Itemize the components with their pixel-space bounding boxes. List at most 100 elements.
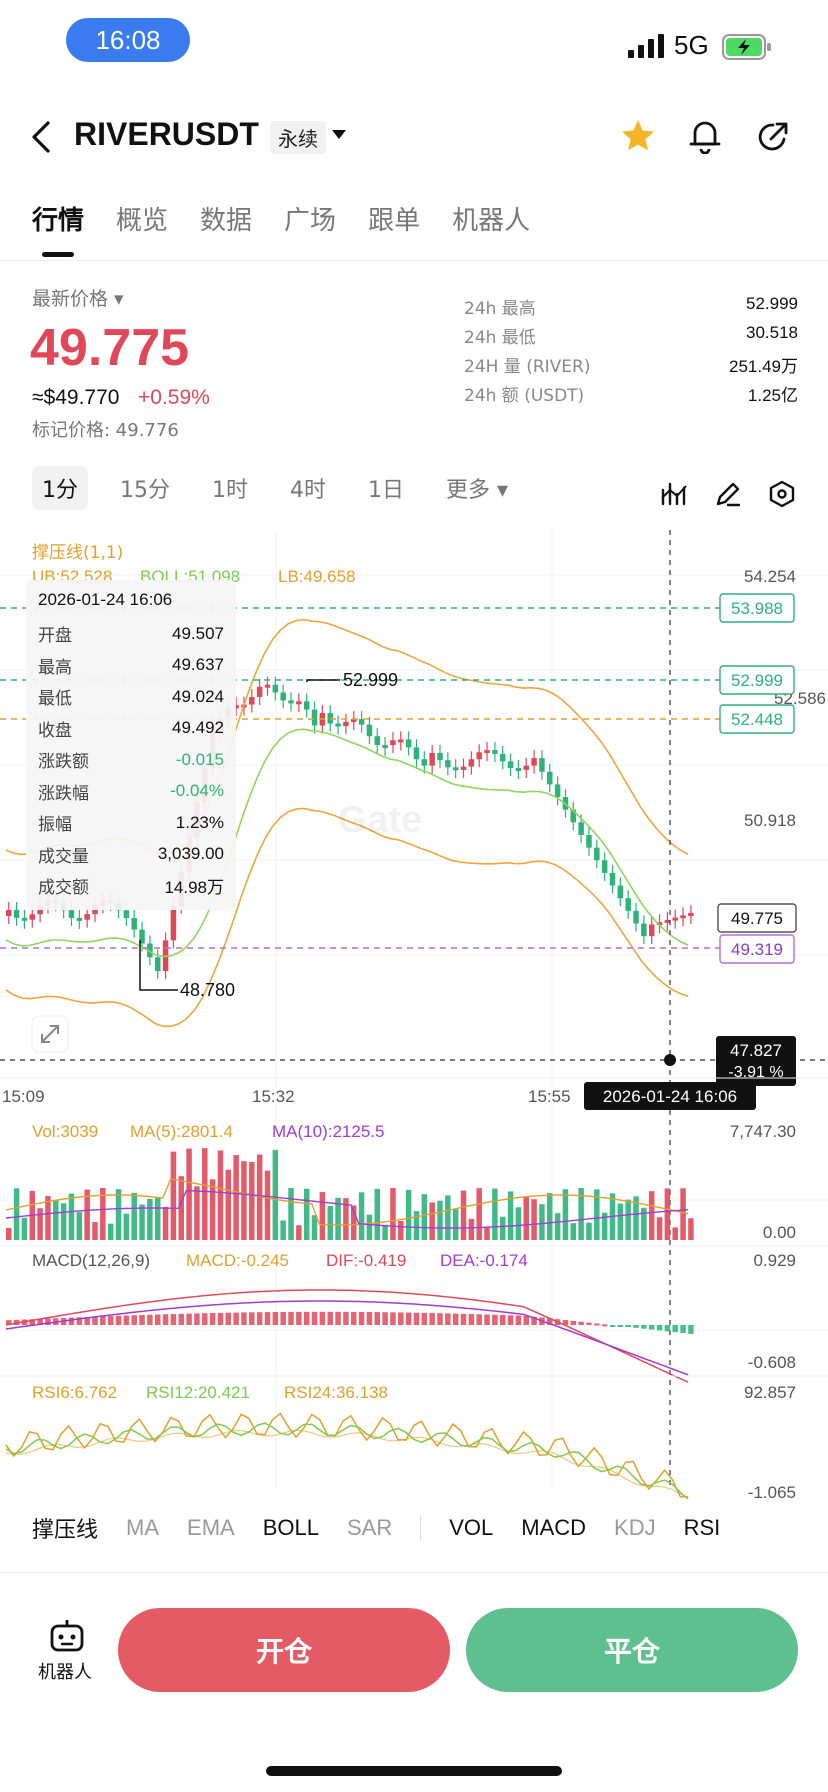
candle-body — [507, 761, 514, 769]
close-position-button[interactable]: 平仓 — [466, 1608, 798, 1692]
boll-mid-line — [5, 728, 689, 958]
favorite-star-icon[interactable] — [620, 118, 656, 154]
macd-value: MACD:-0.245 — [186, 1251, 289, 1270]
volume-bar — [562, 1189, 569, 1240]
interval-15m[interactable]: 15分 — [120, 478, 170, 503]
indicator-bar: 撑压线 MA EMA BOLL SAR VOL MACD KDJ RSI — [0, 1512, 828, 1544]
volume-bar — [178, 1176, 184, 1240]
candle-body — [382, 744, 388, 748]
symbol-title[interactable]: RIVERUSDT — [74, 116, 259, 152]
volume-bar — [374, 1188, 381, 1240]
macd-histogram-bar — [139, 1314, 145, 1325]
macd-histogram-bar — [154, 1314, 161, 1325]
candle-body — [688, 913, 694, 916]
indicator-ma[interactable]: MA — [126, 1515, 160, 1540]
indicator-rsi[interactable]: RSI — [683, 1515, 721, 1540]
macd-histogram-bar — [303, 1311, 310, 1325]
vol-ma5-legend: MA(5):2801.4 — [130, 1122, 233, 1141]
tab-robot[interactable]: 机器人 — [452, 206, 531, 236]
tab-market[interactable]: 行情 — [32, 206, 85, 236]
robot-label[interactable]: 机器人 — [38, 1662, 92, 1683]
volume-bar — [76, 1212, 83, 1240]
macd-histogram-bar — [515, 1315, 522, 1325]
candle-body — [123, 910, 130, 919]
macd-histogram-bar — [413, 1312, 420, 1325]
macd-histogram-bar — [492, 1314, 498, 1325]
interval-1m[interactable]: 1分 — [32, 466, 88, 510]
battery-icon — [722, 34, 771, 60]
change-percent: +0.59% — [138, 386, 210, 409]
macd-histogram-bar — [625, 1325, 631, 1327]
interval-4h[interactable]: 4时 — [290, 478, 326, 503]
expand-icon[interactable] — [31, 1015, 69, 1053]
macd-histogram-bar — [688, 1325, 694, 1334]
indicator-macd[interactable]: MACD — [521, 1515, 587, 1540]
macd-histogram-bar — [680, 1325, 686, 1334]
volume-bar — [641, 1207, 647, 1240]
interval-1h[interactable]: 1时 — [212, 478, 248, 503]
osd-change-pct: 涨跌幅 -0.04% — [38, 781, 224, 804]
indicator-chart-icon[interactable] — [660, 480, 688, 508]
volume-bar — [382, 1224, 388, 1240]
macd-histogram-bar — [162, 1314, 169, 1325]
volume-bar — [421, 1194, 428, 1240]
indicator-support-resistance[interactable]: 撑压线 — [32, 1517, 99, 1542]
draw-pencil-icon[interactable] — [714, 480, 742, 508]
last-price-tag: 49.775 — [731, 909, 783, 928]
volume-bar — [264, 1170, 271, 1240]
macd-histogram-bar — [241, 1312, 247, 1325]
stat-row-turnover: 24h 额 (USDT) 1.25亿 — [464, 386, 798, 406]
latest-price-label[interactable]: 最新价格 ▾ — [32, 288, 124, 310]
interval-1d[interactable]: 1日 — [368, 478, 404, 503]
candle-body — [452, 767, 459, 771]
macd-histogram-bar — [476, 1314, 482, 1325]
tab-square[interactable]: 广场 — [284, 206, 337, 236]
bell-icon[interactable] — [688, 118, 722, 154]
chevron-down-icon[interactable] — [332, 130, 346, 140]
stat-row-high: 24h 最高 52.999 — [464, 294, 798, 319]
volume-bar — [499, 1216, 506, 1240]
candle-body — [21, 917, 28, 921]
osd-high: 最高 49.637 — [38, 655, 224, 678]
tab-copytrade[interactable]: 跟单 — [368, 206, 421, 236]
macd-histogram-bar — [37, 1318, 43, 1325]
settings-hex-icon[interactable] — [768, 480, 796, 508]
candle-body — [570, 809, 577, 823]
volume-bar — [515, 1207, 522, 1240]
open-position-button[interactable]: 开仓 — [118, 1608, 450, 1692]
cross-pct: -3.91 % — [728, 1064, 783, 1081]
indicator-sar[interactable]: SAR — [346, 1515, 393, 1540]
macd-histogram-bar — [256, 1312, 263, 1325]
indicator-kdj[interactable]: KDJ — [614, 1515, 656, 1540]
volume-bar — [617, 1203, 624, 1240]
candle-body — [586, 834, 592, 848]
candle-body — [633, 910, 639, 924]
volume-bar — [390, 1188, 396, 1240]
candle-body — [335, 723, 341, 727]
candle-body — [484, 750, 490, 754]
macd-histogram-bar — [664, 1325, 671, 1332]
tab-data[interactable]: 数据 — [200, 206, 253, 236]
indicator-vol[interactable]: VOL — [449, 1515, 494, 1540]
interval-more[interactable]: 更多 ▾ — [446, 478, 509, 503]
volume-bar — [249, 1162, 255, 1240]
macd-histogram-bar — [609, 1325, 616, 1327]
candle-body — [641, 923, 647, 937]
tab-overview[interactable]: 概览 — [116, 206, 169, 236]
macd-histogram-bar — [523, 1315, 529, 1325]
macd-histogram-bar — [358, 1311, 365, 1325]
candle-body — [390, 740, 396, 746]
candle-body — [445, 760, 451, 768]
back-icon[interactable] — [28, 120, 56, 154]
macd-histogram-bar — [327, 1311, 333, 1325]
indicator-ema[interactable]: EMA — [187, 1515, 235, 1540]
robot-icon[interactable] — [48, 1618, 86, 1654]
kline-chart[interactable]: 52.999 48.780 54.254 52.586 50.918 53.98… — [0, 530, 828, 1506]
macd-histogram-bar — [296, 1311, 302, 1325]
share-icon[interactable] — [756, 120, 790, 154]
macd-histogram-bar — [578, 1321, 584, 1325]
rsi6-line — [5, 1412, 689, 1498]
indicator-boll[interactable]: BOLL — [262, 1515, 319, 1540]
candle-body — [398, 739, 404, 743]
macd-histogram-bar — [351, 1311, 357, 1325]
